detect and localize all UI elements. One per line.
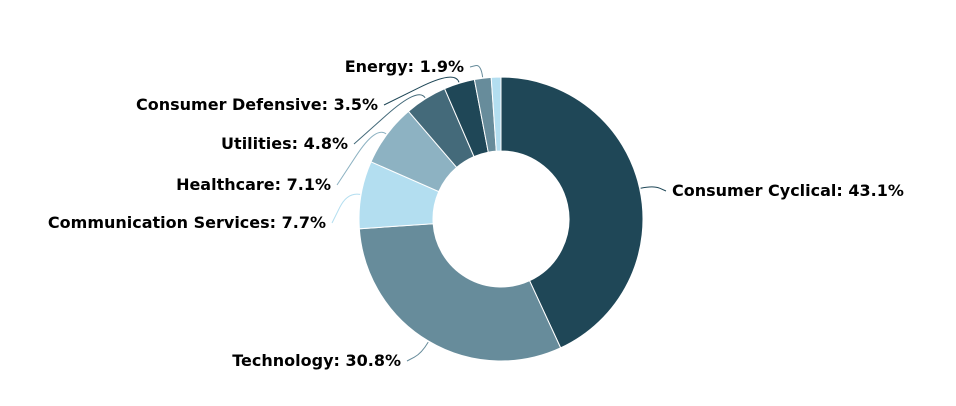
slice-consumer-cyclical[interactable] bbox=[500, 76, 644, 349]
leader-technology bbox=[406, 341, 429, 362]
leader-consumer-defensive bbox=[383, 76, 460, 106]
slice-technology[interactable] bbox=[358, 223, 562, 362]
leader-energy bbox=[469, 65, 484, 78]
slice-labels: Consumer Cyclical: 43.1% Technology: 30.8… bbox=[48, 57, 904, 370]
label-utilities: Utilities: 4.8% bbox=[221, 134, 348, 153]
label-energy: Energy: 1.9% bbox=[345, 57, 464, 76]
label-healthcare: Healthcare: 7.1% bbox=[176, 175, 331, 194]
slice-other[interactable] bbox=[490, 76, 502, 152]
leader-consumer-cyclical bbox=[640, 186, 667, 192]
donut-slices bbox=[358, 76, 644, 362]
label-consumer-cyclical: Consumer Cyclical: 43.1% bbox=[672, 181, 904, 200]
leader-communication-services bbox=[331, 193, 361, 224]
label-consumer-defensive: Consumer Defensive: 3.5% bbox=[136, 95, 378, 114]
leader-lines bbox=[331, 65, 667, 362]
label-communication-services: Communication Services: 7.7% bbox=[48, 213, 326, 232]
leader-utilities bbox=[353, 94, 426, 145]
leader-healthcare bbox=[336, 131, 387, 186]
label-technology: Technology: 30.8% bbox=[232, 351, 401, 370]
